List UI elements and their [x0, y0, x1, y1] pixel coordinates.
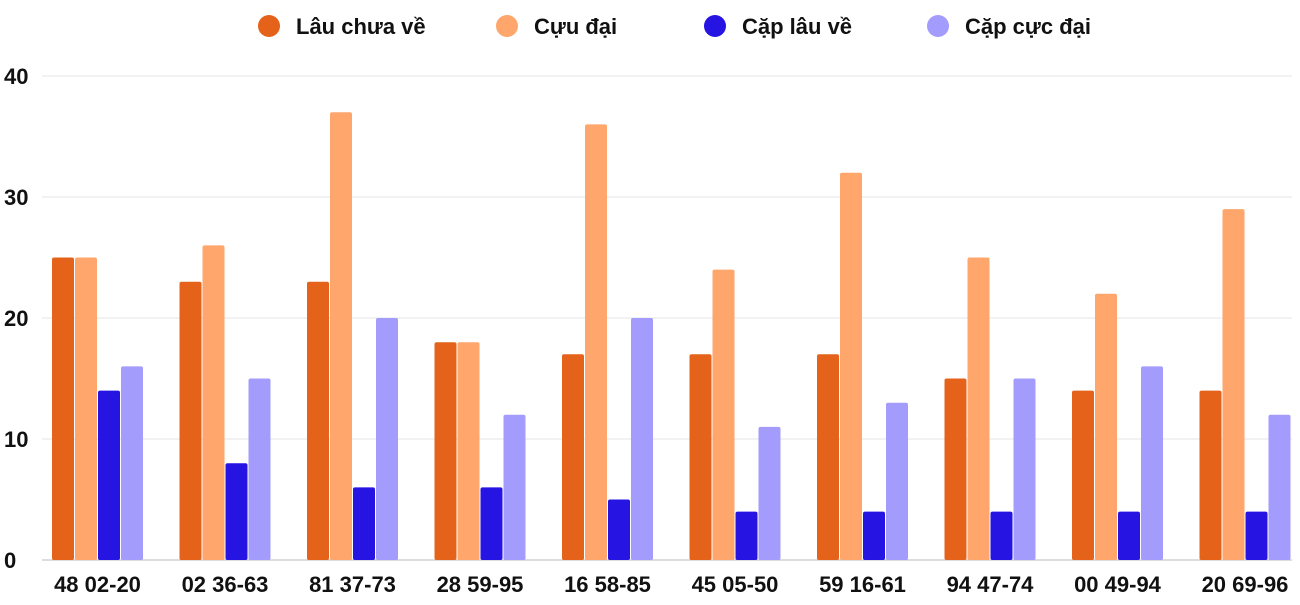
bar: [179, 281, 202, 560]
legend-marker: [496, 15, 518, 37]
y-tick-label: 20: [4, 306, 28, 331]
x-tick-label: 02 36-63: [182, 572, 269, 597]
bar: [1095, 293, 1117, 560]
bar: [1141, 366, 1163, 560]
bar: [1199, 390, 1222, 560]
bar: [1222, 209, 1245, 560]
bar: [608, 499, 630, 560]
bar: [817, 354, 839, 560]
y-tick-label: 30: [4, 185, 28, 210]
x-tick-label: 45 05-50: [692, 572, 779, 597]
bar: [353, 487, 375, 560]
bar: [202, 245, 225, 560]
bar: [585, 124, 607, 561]
bar: [457, 342, 480, 560]
bar: [330, 112, 352, 561]
bar: [689, 354, 712, 560]
bar: [98, 390, 120, 560]
legend-label: Cặp cực đại: [965, 14, 1091, 39]
legend-marker: [704, 15, 726, 37]
bar: [1013, 378, 1036, 560]
x-tick-label: 00 49-94: [1074, 572, 1162, 597]
x-tick-label: 28 59-95: [437, 572, 524, 597]
x-tick-label: 59 16-61: [819, 572, 906, 597]
x-tick-label: 48 02-20: [54, 572, 141, 597]
bar: [1245, 511, 1268, 560]
y-tick-label: 40: [4, 64, 28, 89]
bar: [712, 269, 735, 560]
bar: [225, 463, 248, 560]
legend-marker: [258, 15, 280, 37]
bar: [52, 257, 74, 560]
y-tick-label: 0: [4, 548, 16, 573]
legend-marker: [927, 15, 949, 37]
bar: [562, 354, 584, 560]
legend-label: Cựu đại: [534, 14, 617, 39]
bar: [307, 281, 329, 560]
bar: [735, 511, 758, 560]
bar: [944, 378, 967, 560]
legend-label: Cặp lâu về: [742, 14, 852, 39]
x-tick-label: 16 58-85: [564, 572, 651, 597]
bar: [480, 487, 503, 560]
bar: [1118, 511, 1140, 560]
bar: [75, 257, 97, 560]
bar: [990, 511, 1013, 560]
x-tick-label: 20 69-96: [1202, 572, 1289, 597]
bar: [840, 172, 862, 561]
bar: [758, 426, 781, 560]
bar: [863, 511, 885, 560]
x-tick-label: 81 37-73: [309, 572, 396, 597]
y-tick-label: 10: [4, 427, 28, 452]
legend-label: Lâu chưa về: [296, 14, 426, 39]
bar: [434, 342, 457, 560]
bar: [886, 402, 908, 560]
bar: [1268, 414, 1291, 560]
bar: [503, 414, 526, 560]
bar: [967, 257, 990, 560]
x-tick-label: 94 47-74: [947, 572, 1035, 597]
bar: [376, 318, 398, 560]
bar: [1072, 390, 1094, 560]
bar: [248, 378, 271, 560]
bar: [631, 318, 653, 560]
bar: [121, 366, 143, 560]
